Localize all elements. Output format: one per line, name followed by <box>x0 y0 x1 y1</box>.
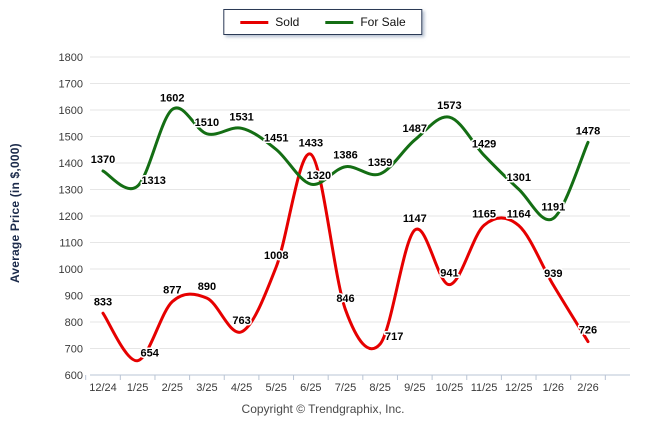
y-tick-label: 1400 <box>59 158 83 170</box>
legend-label-sold: Sold <box>275 15 300 29</box>
x-tick-label: 1/25 <box>127 382 148 394</box>
y-tick-label: 1000 <box>59 264 83 276</box>
legend-swatch-sold <box>240 20 269 24</box>
data-label: 1370 <box>91 154 115 166</box>
data-label: 1165 <box>472 208 496 220</box>
copyright-text: Copyright © Trendgraphix, Inc. <box>241 402 405 416</box>
data-label: 1008 <box>264 250 288 262</box>
data-label: 1487 <box>403 123 427 135</box>
x-tick-label: 5/25 <box>266 382 287 394</box>
data-label: 1301 <box>506 172 530 184</box>
data-label: 1478 <box>576 125 600 137</box>
data-label: 941 <box>440 268 458 280</box>
y-tick-label: 800 <box>65 317 83 329</box>
data-label: 1531 <box>229 111 253 123</box>
x-tick-label: 12/24 <box>89 382 117 394</box>
data-label: 877 <box>163 285 181 297</box>
y-tick-label: 600 <box>65 370 83 382</box>
legend-swatch-for-sale <box>325 20 354 24</box>
data-label: 1147 <box>403 213 427 225</box>
y-tick-label: 1200 <box>59 211 83 223</box>
x-tick-label: 2/25 <box>162 382 183 394</box>
x-tick-label: 11/25 <box>471 382 498 394</box>
data-label: 717 <box>385 331 403 343</box>
data-label: 1191 <box>541 201 565 213</box>
sold-line <box>101 152 590 363</box>
data-label: 1573 <box>437 100 461 112</box>
data-label: 1433 <box>299 137 323 149</box>
data-label: 1313 <box>141 175 165 187</box>
y-tick-label: 1600 <box>59 105 83 117</box>
data-label: 833 <box>94 296 112 308</box>
x-tick-label: 6/25 <box>300 382 321 394</box>
data-label: 726 <box>579 325 597 337</box>
y-tick-label: 1100 <box>59 238 83 250</box>
y-tick-label: 1800 <box>59 52 83 64</box>
for-sale-line <box>101 106 590 222</box>
y-tick-label: 1300 <box>59 185 83 197</box>
data-label: 846 <box>336 293 354 305</box>
y-tick-label: 900 <box>65 291 83 303</box>
legend: Sold For Sale <box>223 9 423 35</box>
y-axis-title: Average Price (in $,000) <box>8 143 22 283</box>
data-label: 654 <box>140 348 159 360</box>
data-label: 763 <box>232 315 250 327</box>
y-tick-label: 700 <box>65 344 83 356</box>
x-tick-label: 1/26 <box>543 382 564 394</box>
legend-item-for-sale: For Sale <box>325 15 406 29</box>
data-label: 1429 <box>472 138 496 150</box>
x-tick-label: 3/25 <box>196 382 217 394</box>
x-tick-label: 9/25 <box>404 382 425 394</box>
data-label: 1602 <box>160 92 184 104</box>
chart-plot: 600 700 800 900 1000 1100 1200 1300 1400 1500 1600… <box>59 52 630 394</box>
data-label: 1164 <box>507 209 532 221</box>
data-label: 1320 <box>307 170 331 182</box>
x-tick-label: 12/25 <box>505 382 533 394</box>
data-label: 1359 <box>368 157 392 169</box>
x-tick-label: 8/25 <box>369 382 390 394</box>
data-label: 1451 <box>264 132 288 144</box>
legend-label-for-sale: For Sale <box>360 15 406 29</box>
data-label: 890 <box>198 281 216 293</box>
data-label: 1510 <box>195 117 219 129</box>
y-tick-label: 1500 <box>59 132 83 144</box>
x-tick-label: 4/25 <box>231 382 252 394</box>
x-tick-label: 10/25 <box>436 382 464 394</box>
data-label: 939 <box>544 268 562 280</box>
x-tick-label: 2/26 <box>577 382 598 394</box>
data-label: 1386 <box>333 150 357 162</box>
x-tick-label: 7/25 <box>335 382 356 394</box>
y-tick-label: 1700 <box>59 79 83 91</box>
legend-item-sold: Sold <box>240 15 299 29</box>
